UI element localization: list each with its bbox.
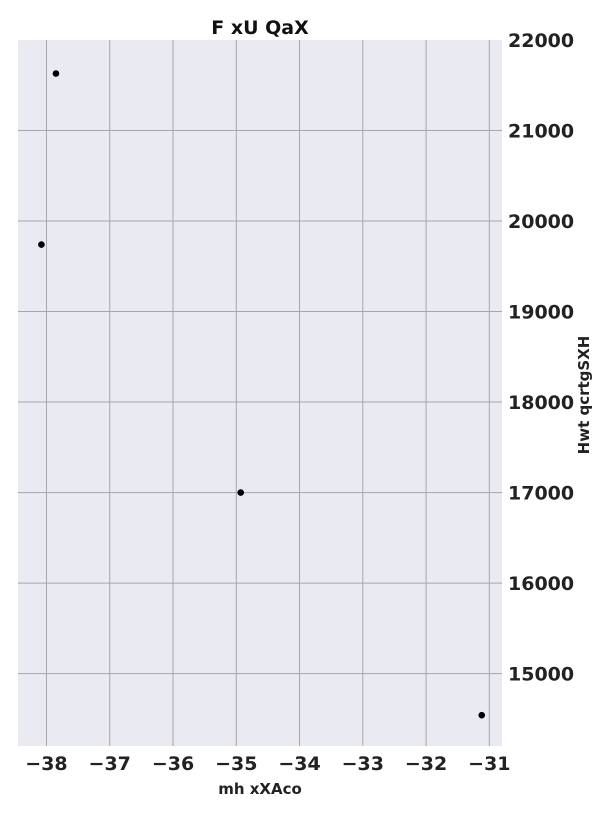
x-tick-labels: −38 −37 −36 −35 −34 −33 −32 −31 (25, 753, 510, 775)
x-tick-label: −36 (152, 753, 194, 775)
y-tick-label: 18000 (508, 392, 574, 414)
data-point (237, 489, 245, 496)
y-tick-label: 15000 (508, 664, 574, 686)
x-tick-label: −31 (468, 753, 510, 775)
x-tick-label: −38 (25, 753, 67, 775)
plot-area (18, 40, 502, 746)
y-tick-label: 22000 (508, 30, 574, 52)
data-point (38, 241, 45, 248)
x-tick-label: −32 (405, 753, 447, 775)
x-tick-label: −34 (278, 753, 320, 775)
y-tick-label: 21000 (508, 121, 574, 143)
data-points (38, 70, 486, 719)
y-tick-label: 19000 (508, 302, 574, 324)
x-tick-label: −35 (215, 753, 257, 775)
chart-title: F xU QaX (211, 17, 309, 39)
x-axis-label: mh xXAco (218, 780, 302, 798)
y-tick-label: 17000 (508, 483, 574, 505)
x-tick-label: −37 (89, 753, 131, 775)
y-tick-label: 20000 (508, 211, 574, 233)
y-axis-label: Hwt qcrtgSXH (575, 336, 593, 455)
y-tick-label: 16000 (508, 573, 574, 595)
data-point (52, 70, 60, 77)
grid-lines (18, 40, 502, 746)
y-tick-labels: 15000 16000 17000 18000 19000 20000 21000 22000 (508, 30, 574, 686)
data-point (478, 711, 486, 719)
x-tick-label: −33 (342, 753, 384, 775)
